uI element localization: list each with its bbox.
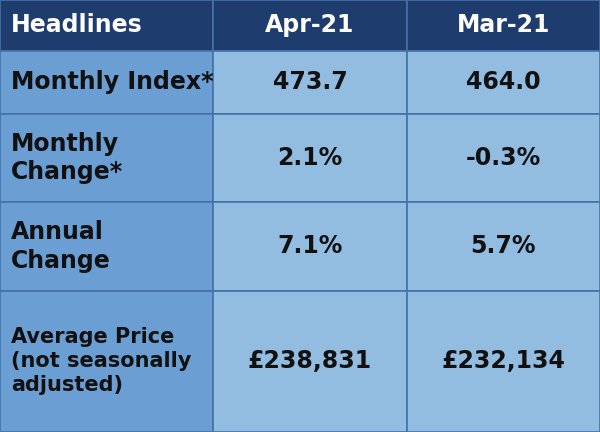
- Text: Mar-21: Mar-21: [457, 13, 550, 38]
- Bar: [407, 0, 600, 51]
- Text: Apr-21: Apr-21: [265, 13, 355, 38]
- Bar: [0, 202, 213, 291]
- Text: £232,134: £232,134: [442, 349, 565, 373]
- Bar: [213, 51, 407, 114]
- Text: £238,831: £238,831: [248, 349, 372, 373]
- Text: Monthly
Change*: Monthly Change*: [11, 131, 123, 184]
- Text: 5.7%: 5.7%: [470, 235, 536, 258]
- Bar: [0, 291, 213, 432]
- Bar: [407, 202, 600, 291]
- Text: 2.1%: 2.1%: [277, 146, 343, 170]
- Text: -0.3%: -0.3%: [466, 146, 541, 170]
- Text: Headlines: Headlines: [11, 13, 143, 38]
- Bar: [407, 114, 600, 202]
- Text: Average Price
(not seasonally
adjusted): Average Price (not seasonally adjusted): [11, 327, 191, 395]
- Bar: [213, 291, 407, 432]
- Text: Monthly Index*: Monthly Index*: [11, 70, 214, 94]
- Text: 7.1%: 7.1%: [277, 235, 343, 258]
- Bar: [0, 51, 213, 114]
- Text: Annual
Change: Annual Change: [11, 220, 110, 273]
- Bar: [213, 202, 407, 291]
- Bar: [0, 0, 213, 51]
- Text: 473.7: 473.7: [272, 70, 347, 94]
- Bar: [407, 291, 600, 432]
- Bar: [213, 114, 407, 202]
- Bar: [0, 114, 213, 202]
- Text: 464.0: 464.0: [466, 70, 541, 94]
- Bar: [213, 0, 407, 51]
- Bar: [407, 51, 600, 114]
